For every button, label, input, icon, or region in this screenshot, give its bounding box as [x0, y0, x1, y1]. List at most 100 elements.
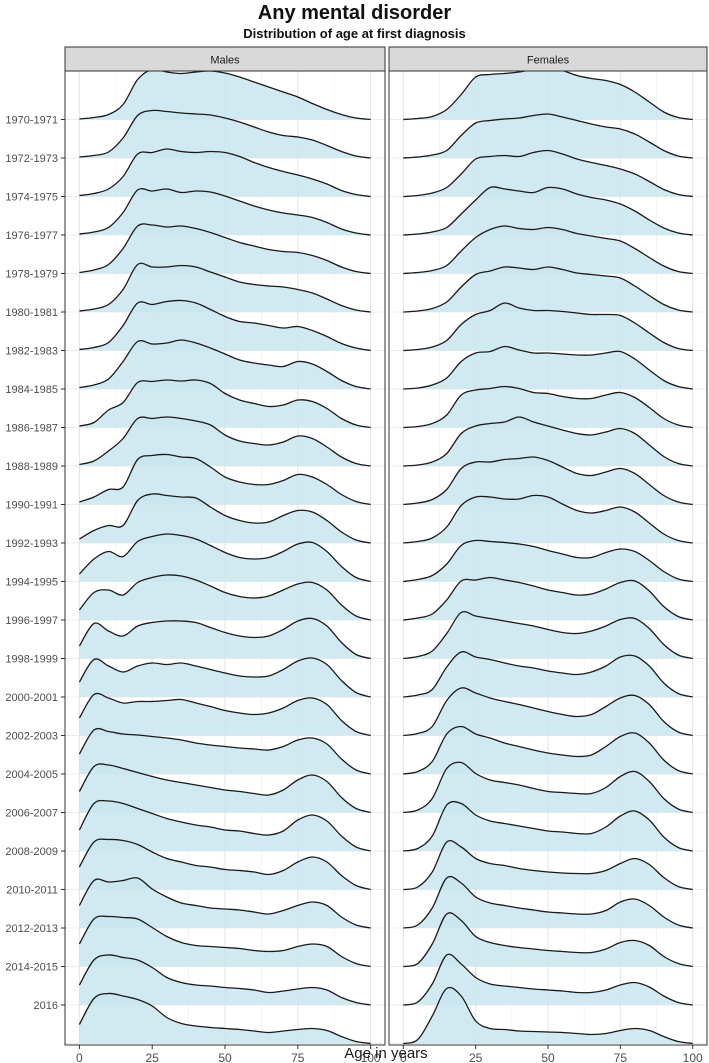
density-area-females-1998-1999 — [403, 611, 693, 659]
density-line-females-2004-2005 — [403, 725, 693, 775]
density-line-males-1992-1993 — [79, 493, 371, 544]
density-area-males-1974-1975 — [79, 148, 371, 197]
density-line-males-1998-1999 — [78, 617, 371, 660]
density-line-females-2002-2003 — [403, 687, 693, 737]
density-line-females-row — [403, 986, 693, 1045]
y-tick-label: 2006-2007 — [5, 808, 58, 820]
y-tick-label: 1978-1979 — [5, 269, 58, 281]
density-line-males-2004-2005 — [78, 727, 371, 775]
density-area-females-1972-1973 — [403, 113, 693, 158]
density-line-males-1980-1981 — [79, 262, 371, 313]
density-area-males-2004-2005 — [79, 728, 371, 774]
density-area-females-2008-2009 — [403, 801, 693, 851]
density-line-males-2002-2003 — [78, 692, 371, 737]
y-tick-label: 2004-2005 — [5, 769, 58, 781]
x-axis-label: Age in years — [344, 1045, 427, 1062]
density-line-males-row — [78, 992, 371, 1045]
x-tick-label: 75 — [614, 1051, 628, 1063]
density-area-males-1972-1973 — [79, 110, 371, 158]
density-line-males-1972-1973 — [79, 109, 371, 159]
y-tick-label: 1986-1987 — [5, 423, 58, 435]
density-line-females-2000-2001 — [403, 651, 693, 698]
density-area-males-2008-2009 — [79, 800, 371, 851]
density-line-males-2010-2011 — [78, 838, 371, 891]
density-area-females-2012-2013 — [403, 876, 693, 928]
y-tick-label: 1972-1973 — [5, 153, 58, 165]
y-tick-label: 1990-1991 — [5, 500, 58, 512]
y-tick-label: 2008-2009 — [5, 846, 58, 858]
density-area-males-1988-1989 — [79, 417, 371, 466]
density-line-males-1976-1977 — [79, 188, 371, 236]
density-line-males-2008-2009 — [78, 799, 371, 852]
density-area-males-1986-1987 — [79, 379, 371, 428]
y-tick-label: 1996-1997 — [5, 615, 58, 627]
density-area-males-2002-2003 — [79, 693, 371, 736]
density-line-females-1974-1975 — [403, 149, 693, 198]
density-line-males-1978-1979 — [79, 223, 371, 275]
density-line-females-2016 — [403, 953, 693, 1006]
density-area-males-1994-1995 — [79, 533, 371, 582]
chart-subtitle: Distribution of age at first diagnosis — [243, 26, 466, 41]
y-tick-label: 2000-2001 — [5, 692, 58, 704]
y-tick-label: 1974-1975 — [5, 192, 58, 204]
density-area-males-1976-1977 — [79, 188, 371, 235]
density-line-females-1984-1985 — [403, 345, 693, 390]
density-line-males-1990-1991 — [79, 453, 371, 506]
density-line-males-2014-2015 — [78, 915, 371, 968]
density-line-females-2008-2009 — [403, 800, 693, 852]
density-area-males-2012-2013 — [79, 877, 371, 928]
density-line-males-1996-1997 — [78, 574, 371, 621]
y-tick-label: 1980-1981 — [5, 307, 58, 319]
density-area-females-1986-1987 — [403, 386, 693, 428]
density-area-females-2010-2011 — [403, 840, 693, 890]
density-line-females-1988-1989 — [403, 416, 693, 467]
density-area-males-1980-1981 — [79, 263, 371, 312]
density-line-females-1994-1995 — [403, 539, 693, 583]
x-tick-label: 100 — [683, 1051, 703, 1063]
density-line-males-2016 — [78, 954, 371, 1006]
x-tick-label: 0 — [400, 1051, 407, 1063]
density-line-males-2000-2001 — [78, 657, 371, 698]
density-line-females-1990-1991 — [403, 456, 693, 506]
density-area-females-2000-2001 — [403, 651, 693, 697]
y-tick-label: 2014-2015 — [5, 962, 58, 974]
density-area-males-2016 — [79, 954, 371, 1005]
density-line-males-1970-1971 — [79, 68, 371, 121]
x-tick-label: 100 — [361, 1051, 381, 1063]
y-tick-label: 2012-2013 — [5, 923, 58, 935]
density-area-females-1994-1995 — [403, 540, 693, 582]
density-area-females-2016 — [403, 954, 693, 1005]
density-line-females-1982-1983 — [403, 302, 693, 352]
density-line-females-1992-1993 — [403, 494, 693, 544]
density-line-males-1984-1985 — [79, 339, 371, 390]
x-tick-label: 50 — [541, 1051, 555, 1063]
density-area-males-2006-2007 — [79, 763, 371, 813]
density-area-females-1988-1989 — [403, 417, 693, 466]
density-area-females-1970-1971 — [403, 66, 693, 120]
density-line-males-2006-2007 — [78, 763, 371, 814]
density-line-males-1994-1995 — [78, 533, 371, 583]
density-line-females-1976-1977 — [403, 186, 693, 236]
density-area-males-1970-1971 — [79, 69, 371, 120]
y-tick-label: 1982-1983 — [5, 346, 58, 358]
density-area-males-row — [79, 993, 371, 1044]
density-line-females-2014-2015 — [403, 912, 693, 968]
density-line-males-1974-1975 — [79, 148, 371, 198]
y-tick-label: 2002-2003 — [5, 731, 58, 743]
density-line-females-2012-2013 — [403, 875, 693, 929]
density-area-males-1998-1999 — [79, 618, 371, 659]
density-line-females-1972-1973 — [403, 113, 693, 159]
y-tick-label: 2010-2011 — [6, 885, 58, 897]
y-tick-label: 1976-1977 — [5, 230, 58, 242]
density-area-females-1976-1977 — [403, 186, 693, 235]
density-line-males-1982-1983 — [79, 299, 371, 352]
density-area-males-2000-2001 — [79, 657, 371, 697]
density-line-males-1986-1987 — [79, 379, 371, 429]
density-area-males-1990-1991 — [79, 454, 371, 505]
density-line-males-1988-1989 — [79, 416, 371, 467]
x-tick-label: 0 — [76, 1051, 83, 1063]
y-tick-label: 1970-1971 — [5, 115, 58, 127]
density-area-males-1996-1997 — [79, 574, 371, 620]
y-tick-label: 1992-1993 — [5, 538, 58, 550]
x-tick-label: 75 — [291, 1051, 305, 1063]
